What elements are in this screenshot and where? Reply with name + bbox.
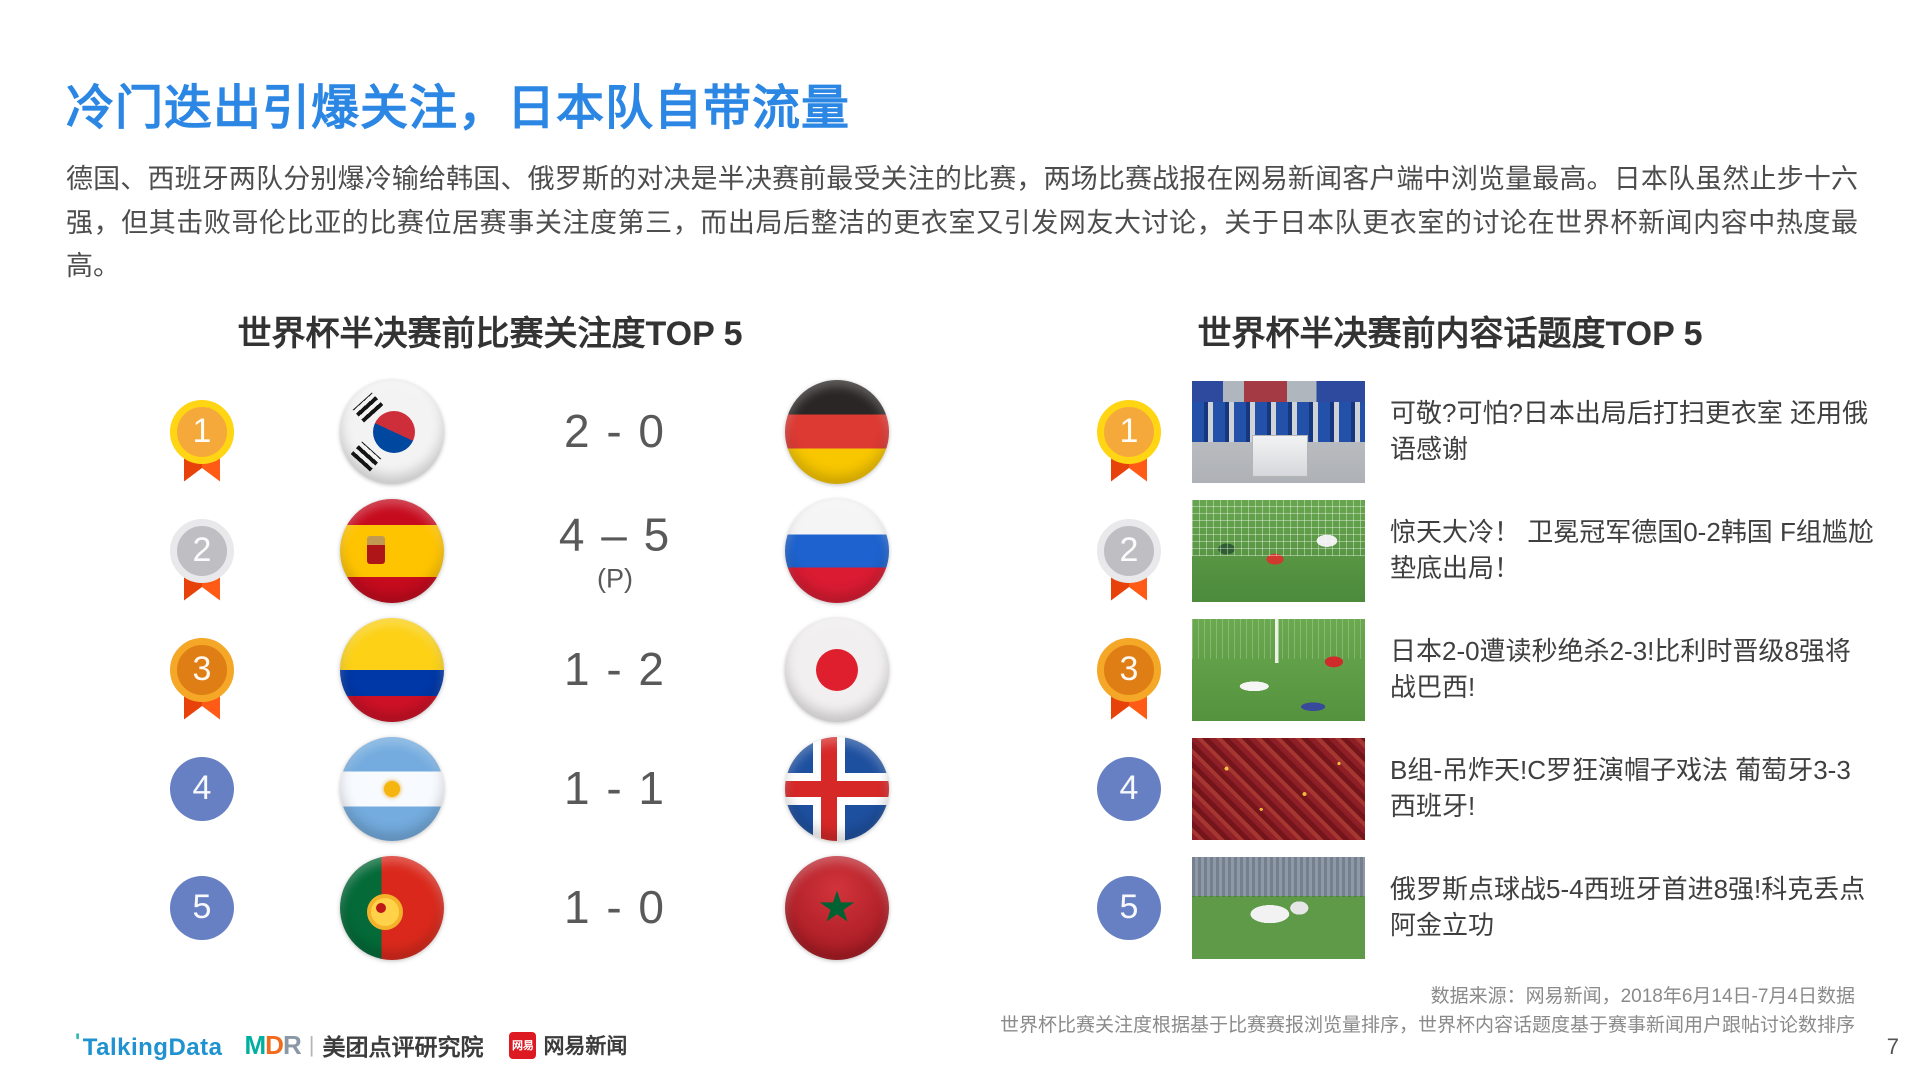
news-row-4: 4 B组-吊炸天!C罗狂演帽子戏法 葡萄牙3-3西班牙!	[1097, 729, 1897, 848]
medal-rank-3: 3	[1097, 637, 1161, 734]
mdr-letter-m: M	[244, 1029, 266, 1060]
match-score: 1 - 1	[563, 761, 667, 814]
score-cell: 1 - 2	[515, 642, 715, 698]
silver-medal-icon: 2	[1097, 518, 1161, 583]
match-score: 4 – 5	[558, 508, 672, 560]
news-thumbnail-locker-room	[1192, 380, 1365, 483]
score-cell: 2 - 0	[515, 404, 715, 460]
news-thumbnail-crowd	[1192, 737, 1365, 840]
medal-rank-2: 2	[1097, 518, 1161, 615]
medal-rank-4: 4	[170, 756, 234, 853]
page-number: 7	[1886, 1034, 1899, 1059]
news-headline: 惊天大冷！ 卫冕冠军德国0-2韩国 F组尴尬垫底出局！	[1390, 516, 1874, 584]
rank-badge: 5	[170, 875, 234, 940]
netease-news-logo: 网易 网易新闻	[509, 1030, 627, 1060]
flag-russia-icon	[785, 498, 889, 603]
rank-number: 5	[192, 888, 212, 926]
medal-rank-5: 5	[1097, 875, 1161, 972]
medal-rank-4: 4	[1097, 756, 1161, 853]
mdr-letter-d: D	[265, 1029, 284, 1060]
netease-badge-icon: 网易	[509, 1031, 537, 1059]
news-thumbnail-celebration	[1192, 856, 1365, 959]
match-row-5: 5 1 - 0	[85, 848, 895, 967]
mdr-letter-r: R	[282, 1029, 302, 1060]
match-row-1: 1 2 - 0	[85, 372, 895, 491]
talkingdata-wordmark: TalkingData	[82, 1033, 223, 1061]
rank-number: 5	[1119, 888, 1139, 926]
match-attention-list: 1 2 - 0 2 4 – 5 (P) 3	[85, 372, 895, 967]
silver-medal-icon: 2	[170, 518, 234, 583]
netease-news-label: 网易新闻	[543, 1035, 628, 1058]
news-thumbnail-players-down	[1192, 618, 1365, 721]
rank-number: 1	[1119, 412, 1139, 450]
score-cell: 1 - 1	[515, 761, 715, 817]
flag-iceland-icon	[785, 736, 889, 841]
rank-badge: 5	[1097, 875, 1161, 940]
rank-number: 4	[1119, 769, 1139, 807]
medal-rank-1: 1	[1097, 399, 1161, 496]
taegeuk-icon	[373, 410, 415, 453]
flag-colombia-icon	[340, 617, 444, 722]
score-note: (P)	[597, 563, 633, 593]
rank-number: 2	[192, 531, 212, 569]
match-row-2: 2 4 – 5 (P)	[85, 491, 895, 610]
source-line-2: 世界杯比赛关注度根据基于比赛赛报浏览量排序，世界杯内容话题度基于赛事新闻用户跟帖…	[999, 1014, 1855, 1036]
left-section-header: 世界杯半决赛前比赛关注度TOP 5	[237, 315, 743, 353]
trigram-icon	[350, 440, 382, 472]
intro-paragraph: 德国、西班牙两队分别爆冷输给韩国、俄罗斯的对决是半决赛前最受关注的比赛，两场比赛…	[66, 164, 1858, 282]
talkingdata-mark-icon: '	[75, 1028, 81, 1054]
slide-title: 冷门迭出引爆关注，日本队自带流量	[66, 82, 851, 135]
meituan-research-label: 美团点评研究院	[322, 1034, 484, 1060]
flag-argentina-icon	[340, 736, 444, 841]
data-source-note: 数据来源：网易新闻，2018年6月14日-7月4日数据 世界杯比赛关注度根据基于…	[1000, 983, 1855, 1040]
news-headline: 日本2-0遭读秒绝杀2-3!比利时晋级8强将战巴西!	[1390, 635, 1851, 703]
flag-spain-icon	[340, 498, 444, 603]
gold-medal-icon: 1	[170, 399, 234, 464]
source-line-1: 数据来源：网易新闻，2018年6月14日-7月4日数据	[1430, 986, 1855, 1007]
footer-logos: 'TalkingData MDR | 美团点评研究院 网易 网易新闻	[75, 1028, 627, 1062]
mdr-logo: MDR	[244, 1029, 302, 1061]
flag-germany-icon	[785, 379, 889, 484]
logo-divider: |	[308, 1032, 315, 1057]
news-row-3: 3 日本2-0遭读秒绝杀2-3!比利时晋级8强将战巴西!	[1097, 610, 1897, 729]
gold-medal-icon: 1	[1097, 399, 1161, 464]
flag-south-korea-icon	[340, 379, 444, 484]
medal-rank-5: 5	[170, 875, 234, 972]
right-section-header: 世界杯半决赛前内容话题度TOP 5	[1197, 315, 1703, 353]
match-score: 2 - 0	[563, 404, 667, 457]
medal-rank-3: 3	[170, 637, 234, 734]
news-thumbnail-goal-scramble	[1192, 499, 1365, 602]
match-score: 1 - 0	[563, 880, 667, 933]
flag-japan-icon	[785, 617, 889, 722]
rank-number: 1	[192, 412, 212, 450]
news-row-2: 2 惊天大冷！ 卫冕冠军德国0-2韩国 F组尴尬垫底出局！	[1097, 491, 1897, 610]
medal-rank-2: 2	[170, 518, 234, 615]
score-cell: 1 - 0	[515, 880, 715, 936]
match-row-4: 4 1 - 1	[85, 729, 895, 848]
flag-portugal-icon	[340, 855, 444, 960]
news-row-1: 1 可敬?可怕?日本出局后打扫更衣室 还用俄语感谢	[1097, 372, 1897, 491]
rank-badge: 4	[1097, 756, 1161, 821]
score-cell: 4 – 5 (P)	[515, 507, 715, 594]
rank-badge: 4	[170, 756, 234, 821]
match-score: 1 - 2	[563, 642, 667, 695]
bronze-medal-icon: 3	[1097, 637, 1161, 702]
news-row-5: 5 俄罗斯点球战5-4西班牙首进8强!科克丢点阿金立功	[1097, 848, 1897, 967]
match-row-3: 3 1 - 2	[85, 610, 895, 729]
rank-number: 3	[192, 650, 212, 688]
news-headline: 可敬?可怕?日本出局后打扫更衣室 还用俄语感谢	[1390, 397, 1869, 465]
news-headline: 俄罗斯点球战5-4西班牙首进8强!科克丢点阿金立功	[1390, 873, 1866, 941]
news-headline: B组-吊炸天!C罗狂演帽子戏法 葡萄牙3-3西班牙!	[1390, 754, 1851, 822]
medal-rank-1: 1	[170, 399, 234, 496]
rank-number: 2	[1119, 531, 1139, 569]
rank-number: 4	[192, 769, 212, 807]
content-topic-list: 1 可敬?可怕?日本出局后打扫更衣室 还用俄语感谢 2 惊天大冷！ 卫冕冠军德国…	[1097, 372, 1897, 967]
flag-morocco-icon	[785, 855, 889, 960]
bronze-medal-icon: 3	[170, 637, 234, 702]
talkingdata-logo: 'TalkingData	[75, 1029, 222, 1062]
rank-number: 3	[1119, 650, 1139, 688]
